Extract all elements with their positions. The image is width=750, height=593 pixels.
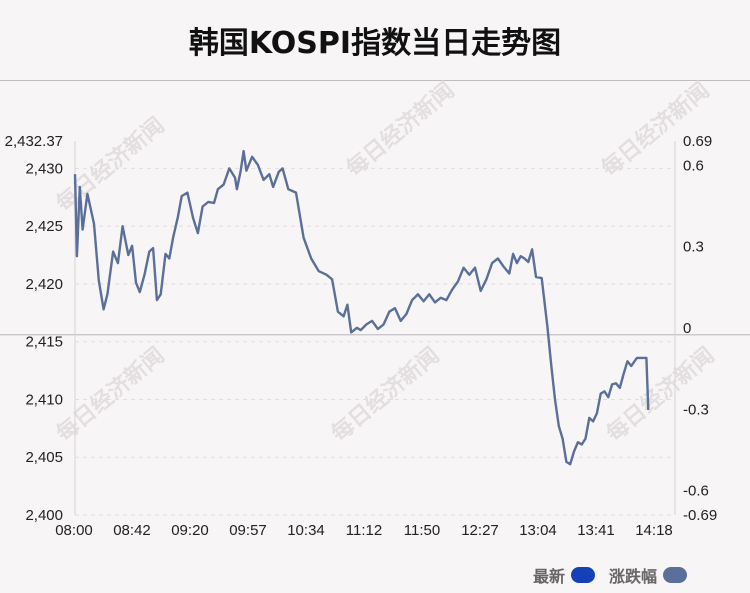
y-left-tick-0: 2,400 xyxy=(25,507,63,524)
y-left-tick-6: 2,430 xyxy=(25,160,63,177)
watermark-text-1: 每日经济新闻 xyxy=(342,77,459,181)
x-tick-9: 13:41 xyxy=(577,522,615,539)
y-left-max-label: 2,432.37 xyxy=(5,133,63,150)
legend-latest-label: 最新 xyxy=(533,567,566,586)
x-tick-4: 10:34 xyxy=(287,522,325,539)
legend-latest-swatch xyxy=(571,567,596,583)
chart-title: 韩国KOSPI指数当日走势图 xyxy=(188,26,562,61)
right-axis-ticks: -0.69 -0.6 -0.3 0 0.3 0.6 0.69 xyxy=(683,133,717,524)
y-right-tick-1: -0.6 xyxy=(683,483,709,500)
watermark-text-4: 每日经济新闻 xyxy=(327,342,444,446)
x-tick-8: 13:04 xyxy=(519,522,557,539)
x-axis-ticks: 08:00 08:42 09:20 09:57 10:34 11:12 11:50 12:27… xyxy=(55,522,673,539)
x-tick-1: 08:42 xyxy=(113,522,151,539)
legend-change-label: 涨跌幅 xyxy=(609,567,658,586)
watermark-text-0: 每日经济新闻 xyxy=(52,112,169,216)
y-right-tick-4: 0.3 xyxy=(683,239,704,256)
x-tick-10: 14:18 xyxy=(635,522,673,539)
left-axis-ticks: 2,400 2,405 2,410 2,415 2,420 2,425 2,430 2,432… xyxy=(5,133,63,524)
x-tick-0: 08:00 xyxy=(55,522,93,539)
x-tick-5: 11:12 xyxy=(346,522,382,539)
index-line xyxy=(73,149,650,466)
title-divider xyxy=(0,80,750,81)
y-left-tick-3: 2,415 xyxy=(25,334,63,351)
y-right-tick-0: -0.69 xyxy=(683,507,717,524)
y-left-tick-1: 2,405 xyxy=(25,449,63,466)
y-left-tick-2: 2,410 xyxy=(25,391,63,408)
x-tick-7: 12:27 xyxy=(461,522,499,539)
watermark-text-5: 每日经济新闻 xyxy=(602,342,719,446)
x-tick-6: 11:50 xyxy=(404,522,440,539)
y-right-tick-6: 0.69 xyxy=(683,133,712,150)
legend-change-swatch xyxy=(663,567,688,583)
y-right-tick-3: 0 xyxy=(683,320,691,337)
x-tick-3: 09:57 xyxy=(229,522,267,539)
legend-latest[interactable]: 最新 xyxy=(533,563,596,587)
legend-change[interactable]: 涨跌幅 xyxy=(609,563,688,587)
y-right-tick-2: -0.3 xyxy=(683,401,709,418)
watermark-text-3: 每日经济新闻 xyxy=(52,342,169,446)
x-tick-2: 09:20 xyxy=(171,522,209,539)
y-left-tick-4: 2,420 xyxy=(25,276,63,293)
y-right-tick-5: 0.6 xyxy=(683,157,704,174)
y-left-tick-5: 2,425 xyxy=(25,218,63,235)
grid-lines xyxy=(75,167,675,516)
